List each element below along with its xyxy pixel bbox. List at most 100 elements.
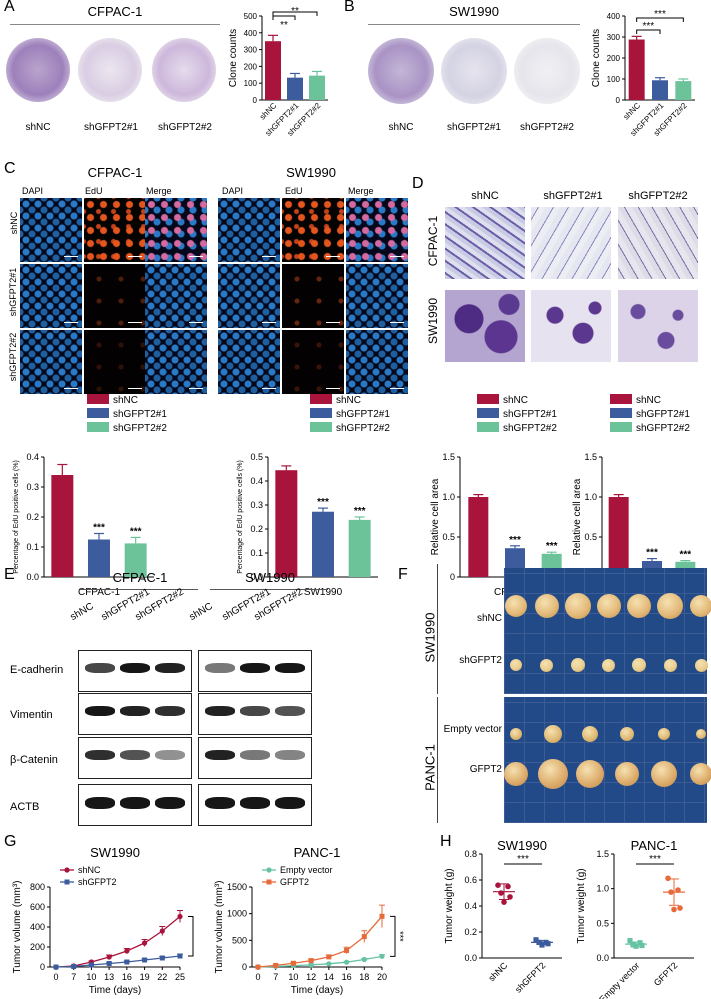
legend-swatch <box>610 422 632 432</box>
blot-strip <box>78 693 192 735</box>
bar <box>309 75 325 100</box>
y-tick-label: 0.5 <box>442 532 455 542</box>
panel-c-left-channel-dapi: DAPI <box>22 186 44 196</box>
edu-image-cell <box>20 330 82 394</box>
data-point <box>379 953 385 959</box>
x-tick-label: 20 <box>377 972 387 982</box>
y-axis-label: Tumor weight (g) <box>576 868 587 943</box>
transwell-cfpac-sh1 <box>531 207 611 279</box>
tumor <box>620 727 634 741</box>
edu-image-cell <box>84 264 146 328</box>
y-tick-label: 0 <box>450 572 455 582</box>
legend-marker <box>266 879 272 885</box>
panel-e-left-rule <box>80 589 198 590</box>
panel-b-group-3: shGFPT2#2 <box>520 122 574 133</box>
panel-a-bar-chart: 0100200300400500shNCshGFPT2#1shGFPT2#2Cl… <box>228 6 328 138</box>
x-tick-label: 0 <box>53 972 58 982</box>
y-tick-label: 0.5 <box>584 532 597 542</box>
bar <box>348 519 371 577</box>
legend-swatch <box>477 394 499 404</box>
blot-band <box>85 797 115 809</box>
transwell-sw1990-sh2 <box>618 290 698 362</box>
data-point <box>536 939 542 945</box>
significance-mark: *** <box>354 506 366 517</box>
colony-dish-b2 <box>441 38 507 104</box>
data-point <box>630 942 636 948</box>
blot-strip <box>78 737 192 779</box>
legend-swatch <box>87 408 109 418</box>
legend-swatch <box>610 394 632 404</box>
y-tick-label: 100 <box>607 75 621 84</box>
panel-label-f: F <box>398 566 408 583</box>
data-point <box>495 882 501 888</box>
significance-bracket <box>188 916 194 957</box>
blot-band <box>275 750 305 760</box>
x-axis-label: CFPAC-1 <box>78 587 120 598</box>
edu-image-cell <box>20 264 82 328</box>
bar <box>275 470 298 577</box>
legend-swatch <box>477 422 499 432</box>
panel-c-right-legend: shNC shGFPT2#1 shGFPT2#2 <box>310 394 390 434</box>
data-point <box>343 959 350 965</box>
x-axis-label: Time (days) <box>291 985 343 995</box>
panel-d-left-legend: shNC shGFPT2#1 shGFPT2#2 <box>477 394 557 434</box>
tumor <box>690 595 711 617</box>
significance-mark: *** <box>93 523 105 534</box>
significance-mark: *** <box>193 931 198 942</box>
data-point <box>361 934 367 940</box>
legend-marker <box>64 879 70 885</box>
blot-band <box>205 706 235 716</box>
panel-f-row-empty: Empty vector <box>443 724 502 735</box>
data-point <box>106 954 112 960</box>
tumor <box>510 659 522 671</box>
tumor <box>540 658 554 672</box>
scale-bar <box>326 322 340 323</box>
legend-label: shNC <box>336 395 361 406</box>
blot-band <box>240 706 270 716</box>
y-tick-label: 0.4 <box>250 476 263 486</box>
x-tick-label: GFPT2 <box>652 960 680 988</box>
bar <box>312 511 334 577</box>
legend-label: shGFPT2#2 <box>336 423 390 434</box>
blot-band <box>85 663 115 673</box>
tumor-photo-sw1990 <box>504 568 707 694</box>
data-point <box>124 959 130 965</box>
panel-b-title: SW1990 <box>449 4 499 19</box>
legend-swatch <box>310 422 332 432</box>
significance-mark: *** <box>642 21 654 32</box>
blot-band <box>275 706 305 716</box>
panel-a-title: CFPAC-1 <box>87 4 143 19</box>
x-axis-label: SW1990 <box>304 587 343 598</box>
legend-marker <box>266 867 272 873</box>
tumor <box>663 658 677 672</box>
scale-bar <box>262 388 276 389</box>
y-tick-label: 0.2 <box>464 927 477 937</box>
y-axis-label: Relative cell area <box>572 478 583 555</box>
y-tick-label: 200 <box>244 62 258 71</box>
edu-image-cell <box>218 330 280 394</box>
legend-swatch <box>610 408 632 418</box>
y-tick-label: 0.0 <box>596 953 609 963</box>
scale-bar <box>64 322 78 323</box>
panel-d-col-sh1: shGFPT2#1 <box>543 190 603 202</box>
scale-bar <box>128 322 142 323</box>
tumor <box>576 760 604 788</box>
blot-band <box>120 663 150 673</box>
data-point <box>71 964 77 969</box>
panel-d-col-shnc: shNC <box>471 190 499 202</box>
significance-mark: *** <box>679 550 691 561</box>
y-tick-label: 1500 <box>227 882 247 892</box>
lane-label: shNC <box>187 600 215 623</box>
data-point <box>308 958 314 964</box>
y-tick-label: 0.6 <box>464 875 477 885</box>
significance-mark: *** <box>654 9 666 20</box>
panel-c-right-channel-dapi: DAPI <box>222 186 244 196</box>
data-point <box>142 957 148 963</box>
y-tick-label: 0 <box>242 962 247 972</box>
y-tick-label: 0 <box>40 962 45 972</box>
legend-label: shNC <box>78 865 101 875</box>
data-point <box>141 940 148 946</box>
tumor <box>696 729 706 739</box>
blot-band <box>240 797 270 809</box>
chart-title: SW1990 <box>90 845 140 860</box>
